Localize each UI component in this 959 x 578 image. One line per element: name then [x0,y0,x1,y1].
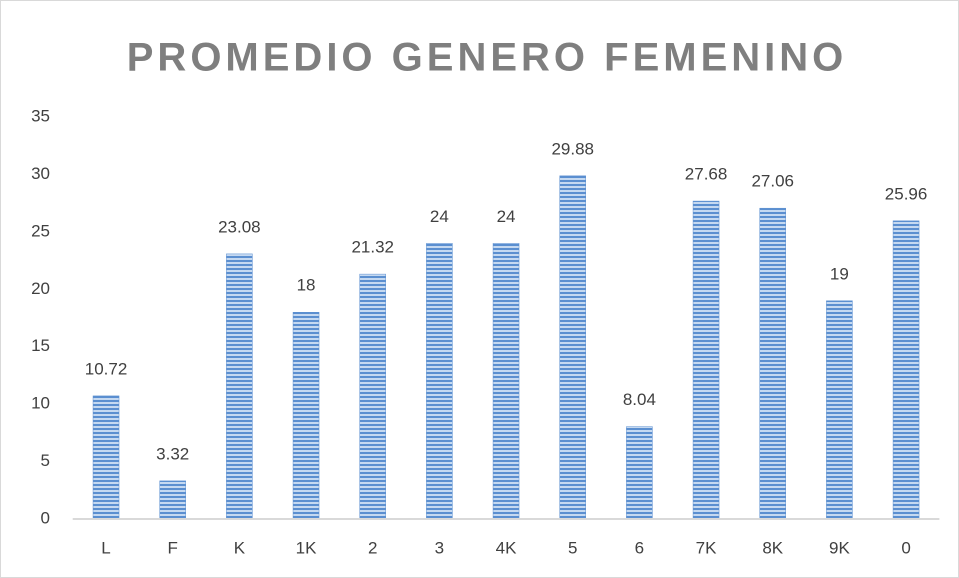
y-tick-label: 5 [41,451,50,470]
x-tick-label: K [234,538,246,557]
x-tick-label: 4K [496,538,517,557]
data-label: 3.32 [156,444,189,463]
bar [692,200,720,520]
x-tick-label: 7K [696,538,717,557]
x-tick-label: 2 [368,538,377,557]
y-tick-label: 15 [31,336,50,355]
data-label: 23.08 [218,217,261,236]
data-label: 27.68 [685,165,728,184]
bar [359,273,386,520]
bar [159,480,186,520]
bar [826,300,853,520]
data-label: 27.06 [751,172,794,191]
bar [426,243,453,520]
data-label: 19 [830,264,849,283]
data-label: 29.88 [551,139,594,158]
data-label: 24 [430,207,449,226]
data-label: 24 [497,207,516,226]
x-tick-label: F [168,538,178,557]
bar [92,395,120,520]
x-tick-label: 9K [829,538,850,557]
x-tick-label: 1K [296,538,317,557]
data-label: 18 [297,276,316,295]
x-tick-label: 8K [762,538,783,557]
bar [759,207,786,520]
data-label: 8.04 [623,390,656,409]
chart-title: PROMEDIO GENERO FEMENINO [127,36,848,80]
y-tick-label: 35 [31,106,50,125]
data-label: 21.32 [351,238,394,257]
x-tick-label: L [101,538,110,557]
y-tick-label: 25 [31,221,50,240]
y-tick-label: 20 [31,279,50,298]
bar [892,220,920,520]
data-label: 10.72 [85,359,128,378]
bar [292,312,320,520]
bar [559,175,586,520]
x-tick-label: 5 [568,538,577,557]
x-tick-label: 0 [901,538,910,557]
y-tick-label: 30 [31,164,50,183]
bar [492,243,520,520]
y-tick-label: 10 [31,394,50,413]
x-tick-label: 6 [635,538,644,557]
x-tick-label: 3 [435,538,444,557]
bar [226,253,253,520]
bar [626,426,653,520]
data-label: 25.96 [885,184,928,203]
y-tick-label: 0 [41,508,50,527]
